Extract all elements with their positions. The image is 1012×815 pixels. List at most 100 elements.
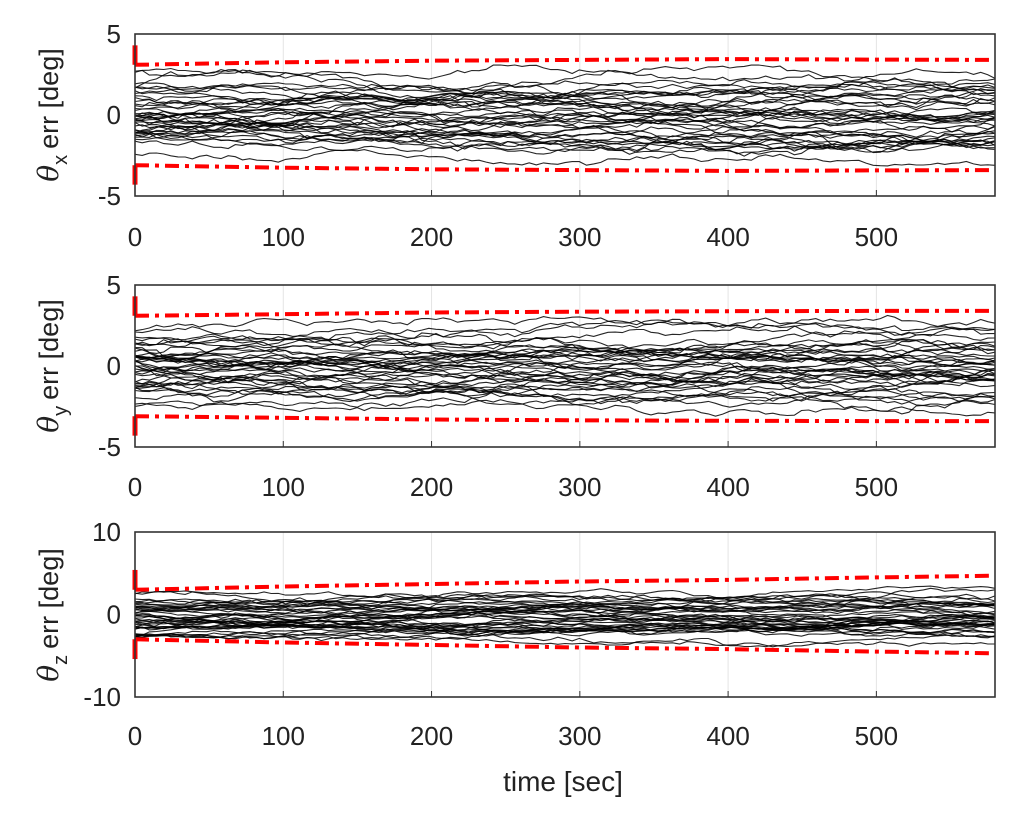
x-tick-label: 100 — [262, 472, 305, 502]
y-tick-label: -10 — [83, 682, 121, 712]
error-run-trace — [134, 323, 996, 348]
error-run-trace — [134, 121, 996, 144]
error-run-trace — [134, 348, 996, 369]
error-run-trace — [134, 369, 996, 406]
error-run-trace — [134, 378, 996, 408]
bound-line-upper — [134, 308, 995, 318]
error-run-trace — [134, 365, 996, 397]
ylabel-subscript: x — [50, 155, 72, 165]
error-run-trace — [134, 64, 996, 91]
error-run-trace — [134, 330, 996, 357]
error-run-trace — [134, 105, 996, 126]
error-run-trace — [134, 593, 996, 606]
error-run-trace — [134, 93, 996, 129]
x-tick-label: 200 — [410, 222, 453, 252]
x-tick-label: 500 — [855, 721, 898, 751]
error-run-trace — [134, 326, 996, 354]
ylabel-text: err [deg] — [34, 299, 64, 400]
ylabel-symbol: θ — [32, 165, 65, 182]
x-tick-label: 300 — [558, 222, 601, 252]
ylabel-theta-x: θx err [deg] — [32, 48, 72, 181]
error-run-trace — [134, 360, 996, 387]
x-tick-label: 0 — [128, 472, 142, 502]
ylabel-subscript: y — [50, 406, 72, 416]
tick-labels-theta-y: 0 100 200 300 400 500-505 — [98, 270, 898, 502]
error-run-trace — [134, 81, 996, 116]
error-run-trace — [134, 605, 996, 623]
error-run-trace — [134, 364, 996, 395]
bound-line-lower — [134, 163, 996, 173]
error-runs-theta-x — [134, 64, 996, 167]
error-run-trace — [134, 618, 996, 634]
error-run-trace — [134, 597, 996, 609]
x-tick-label: 400 — [706, 222, 749, 252]
error-run-trace — [134, 109, 996, 126]
error-run-trace — [134, 314, 996, 332]
x-tick-label: 100 — [262, 222, 305, 252]
error-run-trace — [134, 92, 996, 115]
y-tick-label: 0 — [107, 600, 121, 630]
bound-line-lower — [134, 637, 996, 656]
y-tick-label: 5 — [107, 19, 121, 49]
error-run-trace — [134, 354, 996, 386]
error-run-trace — [134, 318, 996, 342]
y-tick-label: -5 — [98, 181, 121, 211]
x-tick-label: 100 — [262, 721, 305, 751]
error-run-trace — [134, 116, 996, 149]
panel-theta-x: 0 100 200 300 400 500-505 θxerr [deg] — [32, 19, 996, 252]
ylabel-symbol: θ — [32, 665, 65, 682]
y-tick-label: 0 — [107, 100, 121, 130]
bound-line-upper — [134, 57, 996, 67]
error-run-trace — [134, 585, 996, 605]
error-runs-theta-y — [134, 314, 996, 417]
error-runs-theta-z — [134, 585, 996, 648]
error-run-trace — [134, 623, 996, 637]
error-run-trace — [134, 372, 996, 389]
error-run-trace — [134, 89, 996, 119]
error-run-trace — [134, 633, 995, 648]
error-run-trace — [134, 608, 996, 622]
x-tick-label: 500 — [855, 222, 898, 252]
ylabel-theta-z: θz err [deg] — [32, 548, 72, 681]
y-tick-label: 0 — [107, 351, 121, 381]
bound-line-lower — [134, 414, 995, 424]
error-run-trace — [134, 130, 996, 149]
x-tick-label: 300 — [558, 472, 601, 502]
x-axis-label: time [sec] — [503, 766, 623, 797]
error-run-trace — [134, 139, 996, 157]
error-run-trace — [134, 598, 996, 615]
error-run-trace — [134, 69, 996, 92]
error-run-trace — [134, 371, 996, 396]
error-run-trace — [134, 346, 996, 366]
error-run-trace — [134, 587, 996, 610]
ylabel-text: err [deg] — [34, 48, 64, 149]
x-tick-label: 200 — [410, 721, 453, 751]
y-tick-label: 5 — [107, 270, 121, 300]
error-run-trace — [134, 383, 996, 412]
bound-line-upper — [134, 573, 996, 592]
error-run-trace — [134, 68, 996, 92]
error-run-trace — [134, 122, 996, 150]
error-run-trace — [134, 130, 996, 150]
x-tick-label: 0 — [128, 222, 142, 252]
error-run-trace — [134, 369, 996, 403]
tick-labels-theta-x: 0 100 200 300 400 500-505 — [98, 19, 898, 252]
ylabel-theta-y: θy err [deg] — [32, 299, 72, 432]
error-run-trace — [134, 603, 996, 624]
ylabel-subscript: z — [50, 655, 72, 665]
error-run-trace — [134, 618, 996, 639]
error-run-trace — [134, 605, 996, 626]
error-run-trace — [134, 126, 996, 144]
error-run-trace — [134, 86, 996, 120]
x-tick-label: 400 — [706, 472, 749, 502]
error-run-trace — [134, 590, 996, 605]
ylabel-symbol: θ — [32, 416, 65, 433]
x-tick-label: 300 — [558, 721, 601, 751]
x-tick-label: 500 — [855, 472, 898, 502]
x-tick-label: 200 — [410, 472, 453, 502]
error-run-trace — [134, 321, 996, 348]
error-run-trace — [134, 611, 996, 627]
